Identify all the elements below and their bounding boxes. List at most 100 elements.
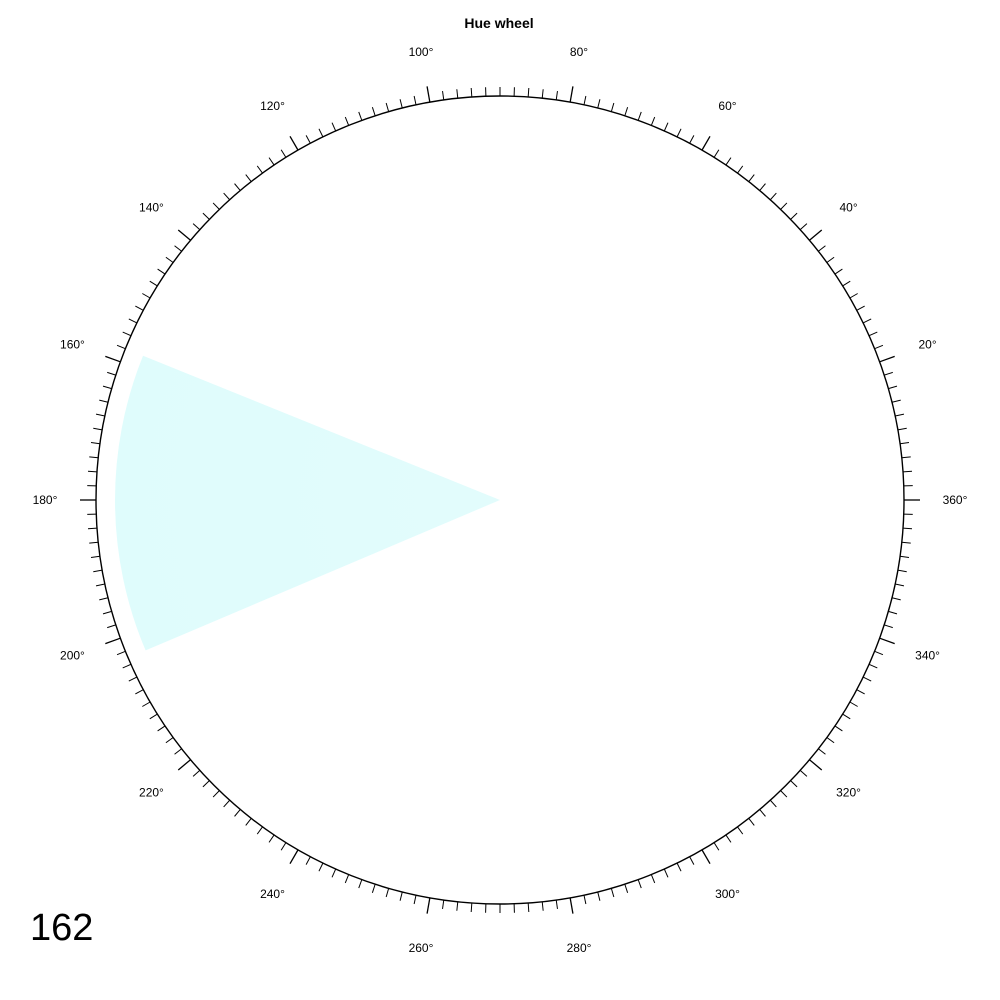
minor-tick: [597, 891, 601, 901]
minor-tick: [790, 780, 798, 788]
minor-tick: [902, 527, 913, 530]
minor-tick: [99, 597, 109, 601]
minor-tick: [331, 122, 337, 132]
minor-tick: [842, 280, 851, 287]
minor-tick: [769, 192, 777, 201]
minor-tick: [900, 555, 910, 558]
minor-tick: [165, 256, 174, 263]
minor-tick: [610, 102, 615, 112]
minor-tick: [107, 371, 116, 376]
minor-tick: [862, 318, 872, 324]
minor-tick: [725, 157, 732, 166]
minor-tick: [624, 107, 629, 116]
major-tick: [105, 355, 121, 363]
angle-tick-label: 120°: [260, 99, 285, 113]
minor-tick: [900, 442, 910, 445]
angle-tick-label: 340°: [915, 649, 940, 663]
major-tick: [569, 86, 574, 103]
minor-tick: [834, 725, 843, 732]
angle-tick-label: 180°: [33, 493, 58, 507]
minor-tick: [901, 541, 911, 544]
minor-tick: [174, 748, 182, 755]
minor-tick: [89, 541, 99, 544]
minor-tick: [202, 212, 210, 220]
minor-tick: [413, 95, 417, 105]
minor-tick: [676, 128, 682, 138]
minor-tick: [799, 223, 808, 231]
minor-tick: [107, 624, 116, 629]
major-tick: [569, 897, 574, 914]
minor-tick: [555, 90, 558, 100]
minor-tick: [305, 135, 311, 144]
minor-tick: [358, 111, 363, 121]
angle-tick-label: 20°: [918, 337, 936, 351]
corner-number: 162: [30, 907, 94, 949]
minor-tick: [527, 87, 530, 98]
minor-tick: [888, 610, 898, 615]
minor-tick: [826, 737, 835, 744]
minor-tick: [371, 107, 376, 116]
minor-tick: [663, 122, 669, 132]
angle-tick-label: 100°: [409, 45, 434, 59]
minor-tick: [856, 689, 865, 695]
minor-tick: [897, 569, 907, 573]
minor-tick: [759, 183, 766, 191]
major-tick: [426, 897, 431, 914]
minor-tick: [142, 701, 151, 707]
minor-tick: [555, 900, 558, 910]
minor-tick: [713, 149, 720, 158]
minor-tick: [818, 245, 826, 252]
angle-tick-label: 280°: [567, 941, 592, 955]
minor-tick: [442, 90, 445, 100]
angle-tick-label: 80°: [570, 45, 588, 59]
angle-tick-label: 300°: [715, 887, 740, 901]
major-tick: [289, 135, 299, 151]
minor-tick: [90, 442, 100, 445]
minor-tick: [165, 737, 174, 744]
minor-tick: [385, 888, 390, 898]
minor-tick: [849, 293, 858, 299]
minor-tick: [470, 902, 473, 913]
minor-tick: [223, 192, 231, 201]
minor-tick: [725, 834, 732, 843]
minor-tick: [93, 427, 103, 431]
minor-tick: [102, 385, 112, 390]
major-tick: [809, 759, 823, 771]
minor-tick: [202, 780, 210, 788]
major-tick: [105, 637, 121, 645]
minor-tick: [122, 663, 132, 669]
minor-tick: [888, 385, 898, 390]
major-tick: [701, 849, 711, 865]
minor-tick: [256, 826, 263, 835]
minor-tick: [737, 826, 744, 835]
minor-tick: [399, 99, 403, 109]
minor-tick: [371, 884, 376, 893]
minor-tick: [149, 713, 158, 720]
minor-tick: [268, 157, 275, 166]
minor-tick: [89, 456, 99, 459]
minor-tick: [737, 165, 744, 174]
minor-tick: [95, 583, 105, 587]
minor-tick: [128, 676, 138, 682]
minor-tick: [256, 165, 263, 174]
minor-tick: [102, 610, 112, 615]
minor-tick: [234, 183, 241, 191]
minor-tick: [87, 527, 98, 530]
minor-tick: [713, 842, 720, 851]
minor-tick: [99, 399, 109, 403]
minor-tick: [856, 305, 865, 311]
minor-tick: [174, 245, 182, 252]
minor-tick: [318, 128, 324, 138]
minor-tick: [470, 87, 473, 98]
angle-tick-label: 40°: [839, 201, 857, 215]
minor-tick: [212, 790, 220, 798]
angle-tick-label: 240°: [260, 887, 285, 901]
minor-tick: [818, 748, 826, 755]
minor-tick: [901, 456, 911, 459]
minor-tick: [157, 725, 166, 732]
minor-tick: [268, 834, 275, 843]
angle-tick-label: 360°: [943, 493, 968, 507]
angle-tick-label: 260°: [409, 941, 434, 955]
minor-tick: [868, 331, 878, 337]
minor-tick: [192, 769, 201, 777]
